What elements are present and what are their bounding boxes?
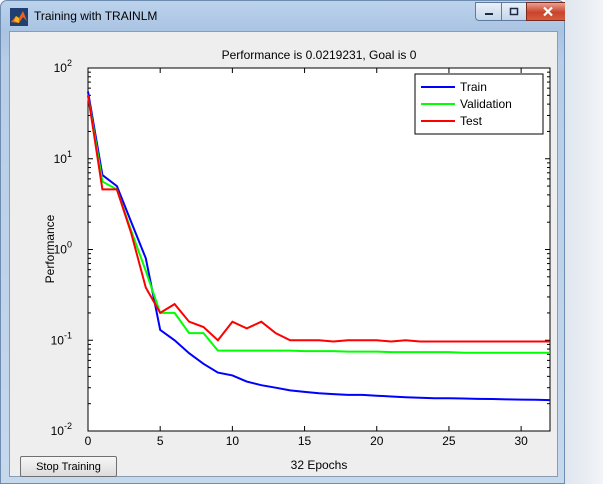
close-icon bbox=[543, 6, 553, 17]
legend-entry-validation: Validation bbox=[460, 97, 512, 111]
y-tick-label: 10-1 bbox=[51, 330, 72, 347]
maximize-icon bbox=[509, 7, 519, 15]
x-tick-label: 25 bbox=[442, 434, 456, 448]
maximize-button[interactable] bbox=[501, 2, 526, 21]
y-tick-label: 100 bbox=[54, 240, 72, 257]
series-lines bbox=[87, 91, 551, 402]
y-axis-label: Performance bbox=[43, 214, 57, 283]
series-line-validation bbox=[87, 95, 550, 354]
window-frame: Training with TRAINLM Performance is 0.0… bbox=[0, 0, 570, 484]
close-button[interactable] bbox=[526, 2, 570, 21]
y-tick-label: 101 bbox=[54, 149, 72, 166]
chart-title: Performance is 0.0219231, Goal is 0 bbox=[222, 48, 417, 62]
performance-plot: Performance is 0.0219231, Goal is 0 32 E… bbox=[43, 48, 551, 472]
legend-entry-test: Test bbox=[460, 114, 483, 128]
y-tick-label: 102 bbox=[54, 58, 72, 75]
x-tick-label: 15 bbox=[298, 434, 312, 448]
x-tick-label: 5 bbox=[157, 434, 164, 448]
stop-training-button[interactable]: Stop Training bbox=[20, 456, 117, 477]
series-line-train bbox=[87, 91, 551, 402]
figure-area: Performance is 0.0219231, Goal is 0 32 E… bbox=[9, 31, 558, 477]
x-axis-label: 32 Epochs bbox=[291, 458, 348, 472]
x-tick-label: 30 bbox=[514, 434, 528, 448]
legend-entry-train: Train bbox=[460, 80, 487, 94]
series-line-test bbox=[87, 95, 550, 343]
matlab-icon bbox=[10, 8, 28, 26]
x-tick-label: 20 bbox=[370, 434, 384, 448]
minimize-button[interactable] bbox=[475, 2, 501, 21]
caption-buttons bbox=[475, 2, 570, 22]
title-bar[interactable]: Training with TRAINLM bbox=[1, 1, 570, 31]
x-tick-label: 10 bbox=[226, 434, 240, 448]
legend: Train Validation Test bbox=[414, 73, 544, 135]
window-title: Training with TRAINLM bbox=[34, 9, 158, 23]
axis-ticks: 0 5 10 15 20 25 30 10-2 10-1 100 101 102 bbox=[51, 58, 550, 448]
x-tick-label: 0 bbox=[85, 434, 92, 448]
background-strip bbox=[565, 0, 603, 484]
minimize-icon bbox=[484, 12, 493, 15]
y-tick-label: 10-2 bbox=[51, 421, 72, 438]
